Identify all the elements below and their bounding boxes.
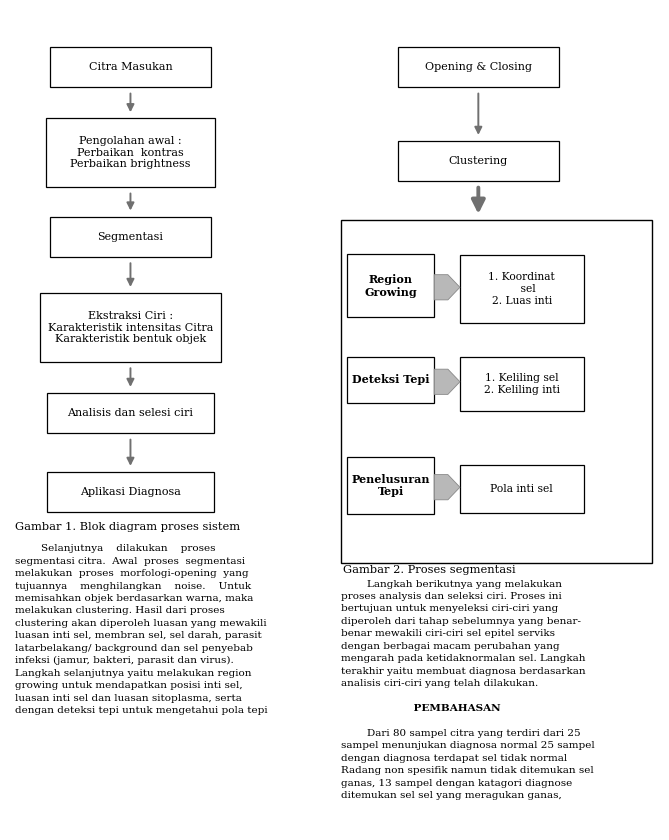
FancyBboxPatch shape: [341, 220, 652, 563]
FancyBboxPatch shape: [46, 118, 215, 187]
Text: Radang non spesifik namun tidak ditemukan sel: Radang non spesifik namun tidak ditemuka…: [341, 766, 594, 775]
FancyBboxPatch shape: [460, 255, 583, 323]
FancyBboxPatch shape: [460, 356, 583, 411]
FancyBboxPatch shape: [40, 293, 221, 362]
Text: Langkah berikutnya yang melakukan: Langkah berikutnya yang melakukan: [341, 580, 562, 589]
Text: Segmentasi: Segmentasi: [98, 232, 163, 242]
Text: dengan berbagai macam perubahan yang: dengan berbagai macam perubahan yang: [341, 642, 560, 651]
Text: ganas, 13 sampel dengan katagori diagnose: ganas, 13 sampel dengan katagori diagnos…: [341, 779, 573, 788]
FancyBboxPatch shape: [347, 254, 434, 317]
Text: bertujuan untuk menyeleksi ciri-ciri yang: bertujuan untuk menyeleksi ciri-ciri yan…: [341, 605, 559, 613]
Text: Pola inti sel: Pola inti sel: [490, 484, 553, 494]
Text: mengarah pada ketidaknormalan sel. Langkah: mengarah pada ketidaknormalan sel. Langk…: [341, 654, 585, 664]
Text: 1. Koordinat
    sel
2. Luas inti: 1. Koordinat sel 2. Luas inti: [488, 272, 555, 306]
FancyBboxPatch shape: [50, 217, 211, 257]
Text: proses analysis dan seleksi ciri. Proses ini: proses analysis dan seleksi ciri. Proses…: [341, 592, 562, 601]
Text: Ekstraksi Ciri :
Karakteristik intensitas Citra
Karakteristik bentuk objek: Ekstraksi Ciri : Karakteristik intensita…: [47, 311, 213, 344]
Polygon shape: [434, 369, 460, 394]
Text: luasan inti sel dan luasan sitoplasma, serta: luasan inti sel dan luasan sitoplasma, s…: [15, 694, 242, 702]
Text: infeksi (jamur, bakteri, parasit dan virus).: infeksi (jamur, bakteri, parasit dan vir…: [15, 656, 233, 665]
Text: Analisis dan selesi ciri: Analisis dan selesi ciri: [68, 408, 193, 418]
Text: Citra Masukan: Citra Masukan: [88, 62, 173, 72]
Text: memisahkan objek berdasarkan warna, maka: memisahkan objek berdasarkan warna, maka: [15, 594, 253, 603]
Text: Region
Growing: Region Growing: [365, 274, 417, 297]
FancyBboxPatch shape: [347, 356, 434, 402]
FancyBboxPatch shape: [460, 465, 583, 513]
Text: Aplikasi Diagnosa: Aplikasi Diagnosa: [80, 487, 181, 497]
Text: Langkah selanjutnya yaitu melakukan region: Langkah selanjutnya yaitu melakukan regi…: [15, 669, 252, 678]
Text: diperoleh dari tahap sebelumnya yang benar-: diperoleh dari tahap sebelumnya yang ben…: [341, 617, 581, 626]
Polygon shape: [434, 475, 460, 500]
Text: analisis ciri-ciri yang telah dilakukan.: analisis ciri-ciri yang telah dilakukan.: [341, 679, 539, 688]
Text: Penelusuran
Tepi: Penelusuran Tepi: [351, 474, 430, 497]
FancyBboxPatch shape: [47, 393, 214, 433]
Text: Dari 80 sampel citra yang terdiri dari 25: Dari 80 sampel citra yang terdiri dari 2…: [341, 729, 581, 738]
Text: dengan deteksi tepi untuk mengetahui pola tepi: dengan deteksi tepi untuk mengetahui pol…: [15, 706, 268, 715]
FancyBboxPatch shape: [47, 472, 214, 512]
Text: ditemukan sel sel yang meragukan ganas,: ditemukan sel sel yang meragukan ganas,: [341, 791, 562, 800]
Text: luasan inti sel, membran sel, sel darah, parasit: luasan inti sel, membran sel, sel darah,…: [15, 632, 262, 640]
Polygon shape: [434, 275, 460, 300]
Text: segmentasi citra.  Awal  proses  segmentasi: segmentasi citra. Awal proses segmentasi: [15, 557, 245, 566]
Text: latarbelakang/ background dan sel penyebab: latarbelakang/ background dan sel penyeb…: [15, 643, 253, 653]
Text: sampel menunjukan diagnosa normal 25 sampel: sampel menunjukan diagnosa normal 25 sam…: [341, 741, 595, 750]
FancyBboxPatch shape: [398, 141, 559, 181]
Text: Deteksi Tepi: Deteksi Tepi: [352, 374, 429, 386]
Text: dengan diagnosa terdapat sel tidak normal: dengan diagnosa terdapat sel tidak norma…: [341, 753, 567, 763]
Text: melakukan  proses  morfologi-opening  yang: melakukan proses morfologi-opening yang: [15, 570, 248, 578]
FancyBboxPatch shape: [50, 47, 211, 87]
Text: Selanjutnya    dilakukan    proses: Selanjutnya dilakukan proses: [15, 544, 215, 554]
Text: benar mewakili ciri-ciri sel epitel serviks: benar mewakili ciri-ciri sel epitel serv…: [341, 629, 555, 638]
Text: Clustering: Clustering: [449, 156, 508, 166]
Text: Gambar 1. Blok diagram proses sistem: Gambar 1. Blok diagram proses sistem: [15, 522, 240, 533]
Text: Opening & Closing: Opening & Closing: [425, 62, 532, 72]
Text: 1. Keliling sel
2. Keliling inti: 1. Keliling sel 2. Keliling inti: [484, 373, 560, 395]
Text: tujuannya    menghilangkan    noise.    Untuk: tujuannya menghilangkan noise. Untuk: [15, 581, 251, 591]
Text: terakhir yaitu membuat diagnosa berdasarkan: terakhir yaitu membuat diagnosa berdasar…: [341, 667, 586, 675]
FancyBboxPatch shape: [347, 457, 434, 514]
Text: Pengolahan awal :
Perbaikan  kontras
Perbaikan brightness: Pengolahan awal : Perbaikan kontras Perb…: [70, 136, 191, 170]
Text: growing untuk mendapatkan posisi inti sel,: growing untuk mendapatkan posisi inti se…: [15, 681, 242, 690]
Text: melakukan clustering. Hasil dari proses: melakukan clustering. Hasil dari proses: [15, 606, 225, 616]
Text: Gambar 2. Proses segmentasi: Gambar 2. Proses segmentasi: [343, 565, 515, 575]
Text: PEMBAHASAN: PEMBAHASAN: [341, 704, 501, 713]
FancyBboxPatch shape: [398, 47, 559, 87]
Text: clustering akan diperoleh luasan yang mewakili: clustering akan diperoleh luasan yang me…: [15, 619, 266, 628]
